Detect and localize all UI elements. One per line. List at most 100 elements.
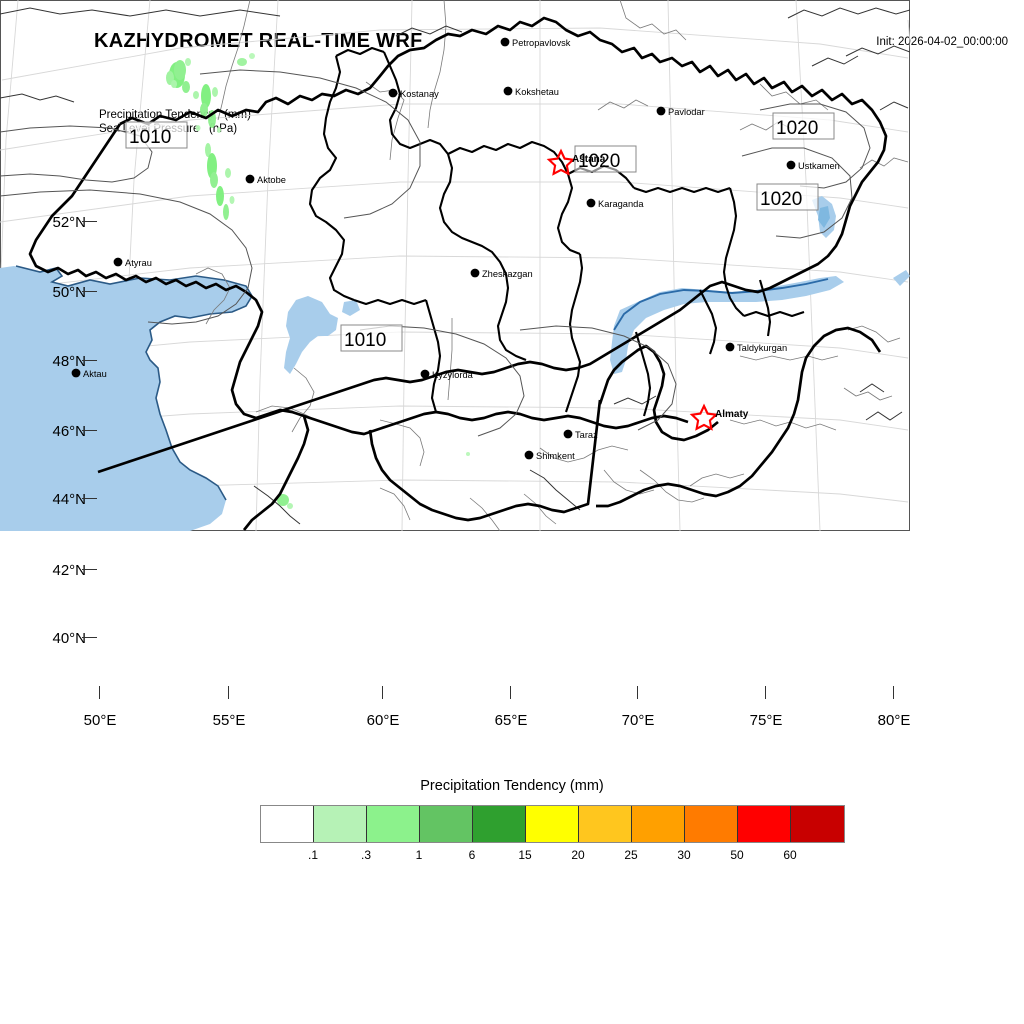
city-label: Taraz <box>575 430 598 440</box>
colorbar-segment <box>261 806 314 842</box>
colorbar-segment <box>473 806 526 842</box>
lon-tick-label: 55°E <box>212 712 246 729</box>
city-marker: Kyzylorda <box>420 369 474 380</box>
oblast-borders <box>308 46 805 417</box>
city-label: Aktau <box>83 369 107 379</box>
colorbar-segment <box>579 806 632 842</box>
colorbar-tick-label: 15 <box>518 848 532 862</box>
isobar-contours <box>0 69 871 437</box>
colorbar-segment <box>632 806 685 842</box>
city-marker: Pavlodar <box>656 106 705 117</box>
city-label: Ustkamen <box>798 161 840 171</box>
city-marker: Atyrau <box>113 257 152 268</box>
lon-tick-label: 75°E <box>749 712 783 729</box>
colorbar-segment <box>791 806 844 842</box>
colorbar-tick-label: 6 <box>468 848 476 862</box>
kazakhstan-border-west <box>28 123 689 436</box>
capital-marker-astana: Astana <box>546 148 606 176</box>
lat-tick-mark <box>82 569 97 571</box>
city-label: Atyrau <box>125 258 152 268</box>
lat-tick-label: 40°N <box>52 630 86 647</box>
lat-tick-mark <box>82 498 97 500</box>
city-marker: Zheskazgan <box>470 268 533 279</box>
capital-marker-almaty: Almaty <box>689 403 749 431</box>
lat-tick-label: 50°N <box>52 284 86 301</box>
colorbar-tick-label: 25 <box>624 848 638 862</box>
isobar-label-text: 1020 <box>578 151 620 172</box>
kazakhstan-border-south <box>242 415 310 531</box>
map-canvas[interactable]: 1010 1020 1020 1020 1010 <box>0 0 910 531</box>
lon-tick-mark <box>765 686 767 699</box>
lat-tick-label: 46°N <box>52 423 86 440</box>
colorbar-segment <box>314 806 367 842</box>
city-label: Petropavlovsk <box>512 38 571 48</box>
city-marker: Karaganda <box>586 198 644 209</box>
city-markers: Petropavlovsk Kostanay Kokshetau Pavloda… <box>71 37 840 461</box>
isobar-label: 1010 <box>340 324 403 352</box>
precipitation-shading <box>166 53 470 509</box>
isobar-label: 1020 <box>756 183 819 211</box>
city-label: Zheskazgan <box>482 269 533 279</box>
city-label: Kokshetau <box>515 87 559 97</box>
isobar-label: 1010 <box>125 121 188 149</box>
city-label: Aktobe <box>257 175 286 185</box>
city-marker: Taraz <box>563 429 598 440</box>
lon-tick-mark <box>382 686 384 699</box>
lat-tick-mark <box>82 360 97 362</box>
isobar-label: 1020 <box>772 112 835 140</box>
lat-tick-mark <box>82 637 97 639</box>
lon-tick-mark <box>510 686 512 699</box>
lat-tick-label: 52°N <box>52 214 86 231</box>
colorbar-segment <box>420 806 473 842</box>
lon-tick-label: 50°E <box>83 712 117 729</box>
lon-tick-label: 80°E <box>877 712 911 729</box>
city-label: Karaganda <box>598 199 644 209</box>
colorbar-tick-label: 20 <box>571 848 585 862</box>
kazakhstan-border-kyrgyz <box>368 344 719 522</box>
colorbar-segment <box>367 806 420 842</box>
isobar-label-text: 1010 <box>129 127 171 148</box>
city-marker: Kokshetau <box>503 86 559 97</box>
lon-tick-mark <box>637 686 639 699</box>
lat-tick-mark <box>82 291 97 293</box>
capital-markers: Astana Almaty <box>546 148 749 431</box>
isobar-label-text: 1010 <box>344 330 386 351</box>
lat-tick-label: 42°N <box>52 562 86 579</box>
city-marker: Taldykurgan <box>725 342 787 353</box>
city-marker: Aktau <box>71 368 107 379</box>
lon-tick-label: 60°E <box>366 712 400 729</box>
lon-tick-label: 65°E <box>494 712 528 729</box>
city-marker: Shimkent <box>524 450 575 461</box>
kazakhstan-border <box>97 16 888 474</box>
city-label: Taldykurgan <box>737 343 787 353</box>
coastlines <box>0 7 910 525</box>
colorbar-tick-label: 1 <box>415 848 423 862</box>
lon-tick-mark <box>893 686 895 699</box>
city-marker: Ustkamen <box>786 160 840 171</box>
colorbar-segment <box>526 806 579 842</box>
city-label: Kostanay <box>400 89 439 99</box>
lat-tick-label: 48°N <box>52 353 86 370</box>
lat-tick-mark <box>82 221 97 223</box>
colorbar-tick-label: 50 <box>730 848 744 862</box>
colorbar-tick-label: .1 <box>307 848 318 862</box>
city-label: Kyzylorda <box>432 370 474 380</box>
colorbar-tick-label: 60 <box>783 848 797 862</box>
lon-tick-mark <box>99 686 101 699</box>
lat-tick-label: 44°N <box>52 491 86 508</box>
colorbar-segment <box>685 806 738 842</box>
lon-tick-label: 70°E <box>621 712 655 729</box>
colorbar[interactable] <box>260 805 845 843</box>
isobar-label-text: 1020 <box>776 118 818 139</box>
lat-tick-mark <box>82 430 97 432</box>
colorbar-title: Precipitation Tendency (mm) <box>420 778 604 794</box>
isobar-label-group: 1010 1020 1020 1020 1010 <box>125 112 835 352</box>
colorbar-segment <box>738 806 791 842</box>
city-label: Pavlodar <box>668 107 705 117</box>
city-marker: Petropavlovsk <box>500 37 571 48</box>
colorbar-tick-label: .3 <box>360 848 371 862</box>
map-graphics: 1010 1020 1020 1020 1010 <box>0 0 910 531</box>
colorbar-tick-label: 30 <box>677 848 691 862</box>
city-marker: Aktobe <box>245 174 286 185</box>
capital-label: Almaty <box>715 409 749 420</box>
